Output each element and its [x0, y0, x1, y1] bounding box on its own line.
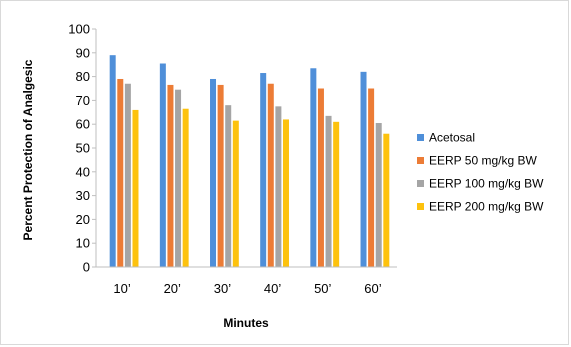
y-tick-label: 10 — [76, 236, 90, 251]
y-tick-label: 40 — [76, 164, 90, 179]
y-tick-label: 0 — [83, 260, 90, 275]
bar — [132, 109, 139, 267]
y-tick-label: 30 — [76, 188, 90, 203]
bar — [117, 78, 124, 267]
y-axis-title: Percent Protection of Analgesic — [21, 59, 35, 240]
bar — [217, 84, 224, 268]
bar — [368, 88, 375, 267]
x-tick-label: 40’ — [264, 281, 281, 296]
x-tick-label: 60’ — [364, 281, 381, 296]
x-tick-label: 50’ — [314, 281, 331, 296]
bar — [167, 84, 174, 268]
bar — [109, 55, 116, 268]
x-tick-label: 30’ — [214, 281, 231, 296]
bar — [275, 106, 282, 267]
x-tick-label: 10’ — [113, 281, 130, 296]
bar — [159, 63, 166, 268]
bars — [109, 55, 390, 268]
bar — [232, 120, 239, 267]
y-tick-label: 70 — [76, 93, 90, 108]
y-axis-ticks: 0 10 20 30 40 50 60 70 80 90 100 — [68, 22, 96, 275]
y-tick-label: 100 — [68, 22, 90, 37]
bar — [325, 115, 332, 268]
legend-label: Acetosal — [429, 131, 475, 145]
legend-label: EERP 200 mg/kg BW — [429, 200, 544, 214]
y-tick-label: 80 — [76, 69, 90, 84]
bar — [375, 123, 382, 267]
y-tick-label: 50 — [76, 141, 90, 156]
y-tick-label: 20 — [76, 212, 90, 227]
bar — [282, 119, 289, 267]
bar — [210, 78, 217, 267]
bar — [225, 105, 232, 267]
legend-label: EERP 50 mg/kg BW — [429, 154, 537, 168]
legend-swatch — [417, 203, 424, 210]
legend: Acetosal EERP 50 mg/kg BW EERP 100 mg/kg B… — [417, 131, 544, 214]
bar — [267, 83, 274, 268]
y-tick-label: 90 — [76, 45, 90, 60]
legend-label: EERP 100 mg/kg BW — [429, 177, 544, 191]
x-axis-ticks: 10’ 20’ 30’ 40’ 50’ 60’ — [113, 281, 381, 296]
x-tick-label: 20’ — [164, 281, 181, 296]
bar — [260, 73, 267, 267]
y-tick-label: 60 — [76, 117, 90, 132]
bar — [360, 71, 367, 267]
bar — [310, 68, 317, 268]
bar — [333, 121, 340, 267]
bar — [124, 83, 131, 268]
legend-swatch — [417, 134, 424, 141]
legend-swatch — [417, 157, 424, 164]
legend-swatch — [417, 180, 424, 187]
bar — [383, 133, 390, 267]
bar — [182, 108, 189, 267]
x-axis-title: Minutes — [223, 316, 269, 330]
bar — [175, 89, 182, 267]
bar — [317, 88, 324, 267]
